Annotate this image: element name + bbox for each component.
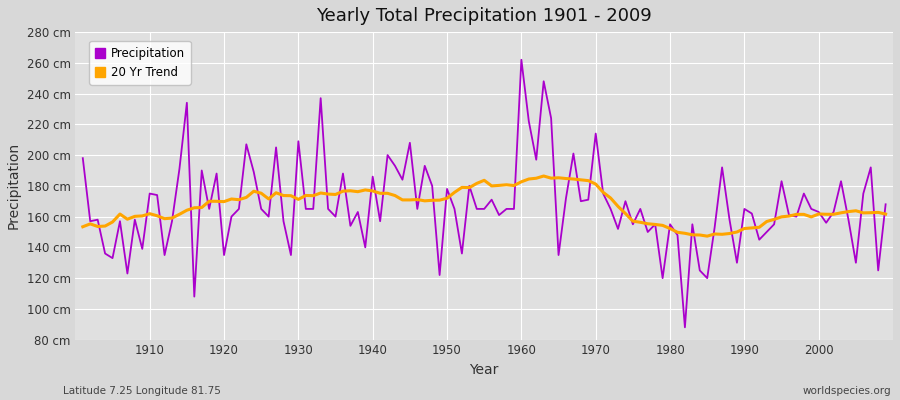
Title: Yearly Total Precipitation 1901 - 2009: Yearly Total Precipitation 1901 - 2009 bbox=[316, 7, 652, 25]
Legend: Precipitation, 20 Yr Trend: Precipitation, 20 Yr Trend bbox=[89, 41, 191, 85]
Y-axis label: Precipitation: Precipitation bbox=[7, 142, 21, 230]
Text: Latitude 7.25 Longitude 81.75: Latitude 7.25 Longitude 81.75 bbox=[63, 386, 220, 396]
X-axis label: Year: Year bbox=[470, 363, 499, 377]
Text: worldspecies.org: worldspecies.org bbox=[803, 386, 891, 396]
